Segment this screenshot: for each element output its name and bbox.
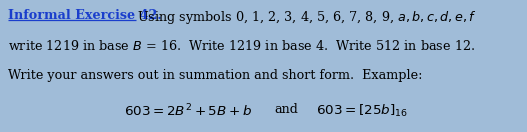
Text: Using symbols 0, 1, 2, 3, 4, 5, 6, 7, 8, 9, $a, b, c, d, e, f$: Using symbols 0, 1, 2, 3, 4, 5, 6, 7, 8,… (137, 9, 477, 26)
Text: Informal Exercise 42.: Informal Exercise 42. (8, 9, 162, 22)
Text: $603 = [25b]_{16}$: $603 = [25b]_{16}$ (316, 103, 408, 119)
Text: Write your answers out in summation and short form.  Example:: Write your answers out in summation and … (8, 69, 423, 82)
Text: and: and (274, 103, 298, 116)
Text: write 1219 in base $B$ = 16.  Write 1219 in base 4.  Write 512 in base 12.: write 1219 in base $B$ = 16. Write 1219 … (8, 39, 475, 53)
Text: $603 = 2B^{2} + 5B + b$: $603 = 2B^{2} + 5B + b$ (124, 103, 252, 119)
